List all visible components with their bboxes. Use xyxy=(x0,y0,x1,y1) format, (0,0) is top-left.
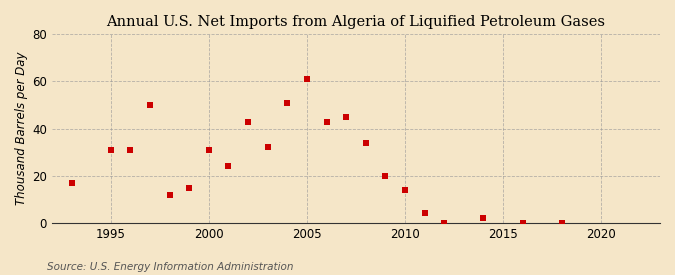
Point xyxy=(556,221,567,225)
Point xyxy=(203,148,214,152)
Text: Source: U.S. Energy Information Administration: Source: U.S. Energy Information Administ… xyxy=(47,262,294,272)
Point xyxy=(400,188,410,192)
Point xyxy=(380,174,391,178)
Point xyxy=(223,164,234,169)
Point xyxy=(164,192,175,197)
Point xyxy=(478,216,489,220)
Point xyxy=(125,148,136,152)
Point xyxy=(517,221,528,225)
Point xyxy=(105,148,116,152)
Point xyxy=(144,103,155,107)
Point xyxy=(282,100,293,105)
Point xyxy=(419,211,430,216)
Point xyxy=(321,119,332,124)
Point xyxy=(243,119,254,124)
Y-axis label: Thousand Barrels per Day: Thousand Barrels per Day xyxy=(15,52,28,205)
Point xyxy=(341,115,352,119)
Title: Annual U.S. Net Imports from Algeria of Liquified Petroleum Gases: Annual U.S. Net Imports from Algeria of … xyxy=(107,15,605,29)
Point xyxy=(360,141,371,145)
Point xyxy=(263,145,273,150)
Point xyxy=(439,221,450,225)
Point xyxy=(302,77,313,81)
Point xyxy=(66,181,77,185)
Point xyxy=(184,185,194,190)
